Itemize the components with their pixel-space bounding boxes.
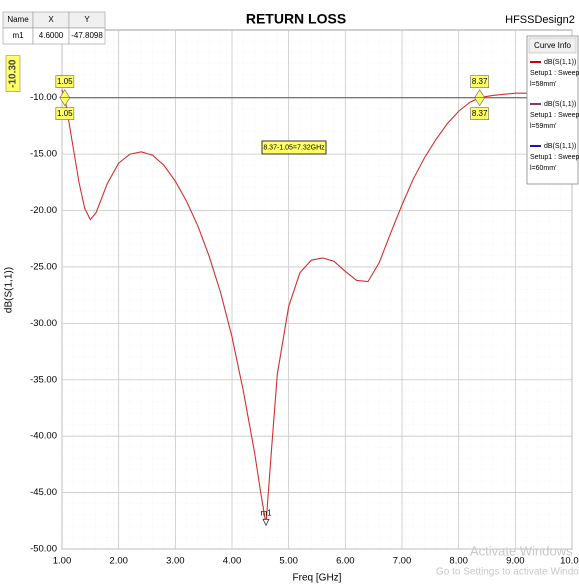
y-tick-label: -45.00 (30, 487, 57, 498)
legend-box (526, 35, 579, 185)
delta-annotation-box (261, 140, 327, 155)
x-tick-label: 5.00 (279, 556, 298, 567)
delta-label-box (55, 75, 75, 88)
level-label-box (5, 55, 21, 92)
y-tick-label: -15.00 (30, 149, 57, 160)
x-tick-label: 1.00 (53, 556, 72, 567)
table-header: Name (7, 15, 29, 24)
x-tick-label: 6.00 (336, 556, 355, 567)
table-cell-text: -47.8098 (71, 31, 103, 40)
legend-text: dB(S(1,1)) (544, 143, 576, 150)
y-axis-label: dB(S(1,1)) (4, 267, 15, 313)
x-tick-label: 2.00 (109, 556, 128, 567)
legend-text: dB(S(1,1)) (544, 101, 576, 108)
x-tick-label: 3.00 (166, 556, 185, 567)
marker-name: m1 (260, 508, 272, 517)
x-tick-label: 8.00 (449, 556, 468, 567)
legend-text: Setup1 : Sweep (530, 112, 579, 119)
chart-title: RETURN LOSS (246, 11, 346, 27)
legend-title-box (528, 37, 577, 54)
delta-annotation: 8.37-1.05=7.32GHz (263, 144, 325, 151)
delta-label: 8.37 (472, 109, 488, 118)
y-tick-label: -10.00 (30, 92, 57, 103)
delta-marker (59, 97, 71, 107)
legend-text: Setup1 : Sweep (530, 70, 579, 77)
y-tick-label: -20.00 (30, 205, 57, 216)
x-tick-label: 4.00 (223, 556, 242, 567)
y-tick-label: -50.00 (30, 544, 57, 555)
legend-text: l=60mm' (530, 165, 556, 172)
y-tick-label: -30.00 (30, 318, 57, 329)
legend-text: Setup1 : Sweep (530, 154, 579, 161)
table-cell-text: 4.6000 (39, 31, 64, 40)
delta-marker (474, 97, 486, 107)
delta-label: 8.37 (472, 77, 488, 86)
delta-label-box (470, 75, 489, 88)
y-tick-label: -40.00 (30, 431, 57, 442)
x-tick-label: 10.00 (560, 556, 579, 567)
table-header: Y (84, 15, 90, 24)
delta-label-box (55, 107, 75, 120)
x-tick-label: 9.00 (506, 556, 525, 567)
x-axis-label: Freq [GHz] (293, 573, 342, 584)
design-name: HFSSDesign2 (505, 14, 575, 26)
x-tick-label: 7.00 (393, 556, 412, 567)
data-line (61, 89, 572, 525)
level-label-text: -10.30 (8, 59, 19, 88)
legend-text: l=58mm' (530, 81, 556, 88)
level-label: -10.30 (5, 55, 21, 92)
legend-text: l=59mm' (530, 123, 556, 130)
table-cell (68, 27, 106, 45)
legend-text: dB(S(1,1)) (544, 59, 576, 66)
delta-label-box (470, 107, 489, 120)
y-tick-label: -35.00 (30, 374, 57, 385)
table-header: X (48, 15, 54, 24)
delta-label: 1.05 (57, 109, 73, 118)
table-cell-text: m1 (12, 31, 24, 40)
marker-m1 (262, 518, 270, 527)
marker-table: Name X Ym1 4.6000 -47.8098 (2, 11, 106, 45)
delta-label: 1.05 (57, 77, 73, 86)
watermark: Go to Settings to activate Windows. (436, 567, 579, 578)
legend-title: Curve Info (534, 41, 571, 50)
watermark: Activate Windows (470, 543, 573, 558)
plot-area (61, 29, 573, 550)
y-tick-label: -25.00 (30, 261, 57, 272)
